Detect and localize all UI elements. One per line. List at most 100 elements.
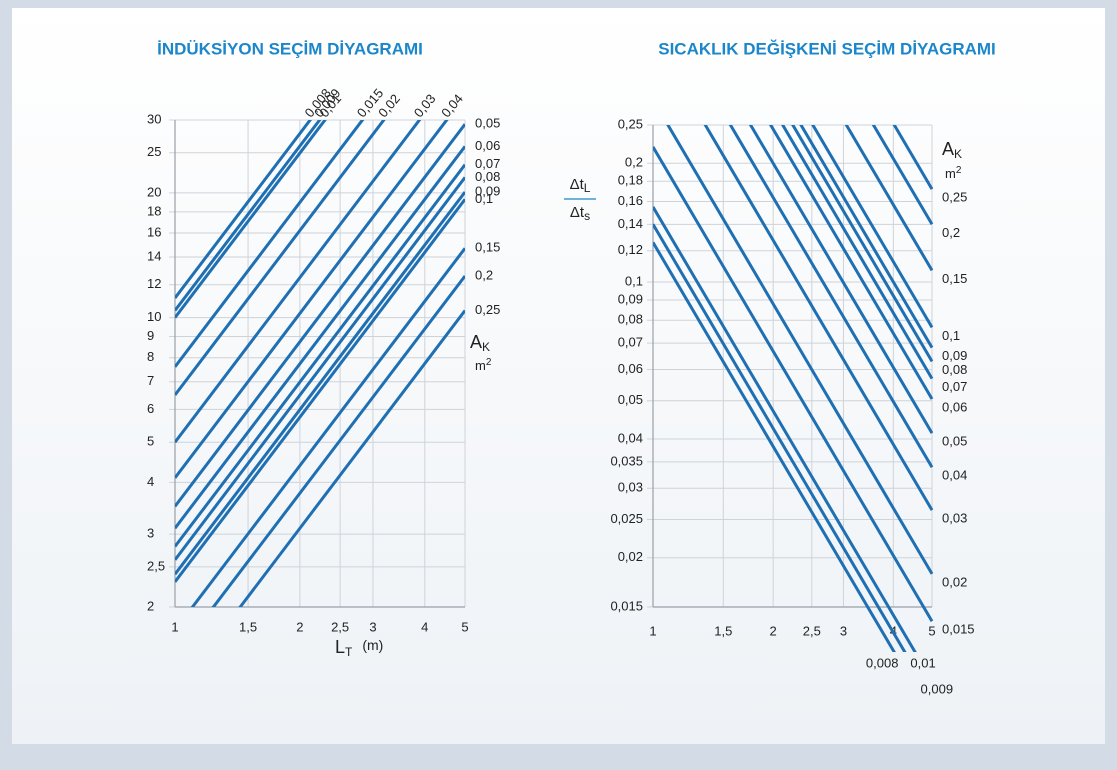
series-line	[175, 145, 465, 530]
x-tick-label: 1	[649, 623, 656, 638]
series-line	[175, 120, 327, 319]
y-tick-label: 2	[147, 598, 154, 613]
series-label: 0,015	[942, 622, 975, 637]
x-tick-label: 3	[369, 619, 376, 634]
series-label: 0,09	[475, 183, 500, 198]
panel	[12, 8, 1105, 744]
series-label: 0,06	[475, 138, 500, 153]
series-line	[175, 120, 386, 396]
legend-unit-sup: 2	[486, 357, 492, 368]
x-tick-label: 2	[770, 623, 777, 638]
series-line	[768, 125, 934, 400]
x-tick-label: 4	[421, 619, 428, 634]
x-axis-label-unit: (m)	[362, 637, 383, 653]
y-tick-label: 14	[147, 248, 161, 263]
y-tick-label: 18	[147, 203, 161, 218]
series-label: 0,15	[942, 271, 967, 286]
x-tick-label: 5	[461, 619, 468, 634]
series-line	[238, 309, 465, 607]
series-label: 0,02	[942, 574, 967, 589]
y-tick-label: 0,06	[618, 361, 643, 376]
series-line	[799, 125, 934, 349]
series-line	[844, 125, 934, 272]
y-axis-label-num: ΔtL	[570, 176, 591, 195]
series-line	[175, 120, 449, 479]
x-tick-label: 3	[840, 623, 847, 638]
legend-unit-sup: 2	[956, 165, 962, 176]
series-line	[175, 120, 422, 444]
series-label: 0,05	[475, 116, 500, 131]
series-label: 0,03	[942, 511, 967, 526]
y-tick-label: 4	[147, 474, 154, 489]
y-tick-label: 0,18	[618, 173, 643, 188]
y-tick-label: 9	[147, 328, 154, 343]
series-line	[175, 123, 465, 508]
series-line	[190, 247, 465, 607]
y-tick-label: 0,05	[618, 392, 643, 407]
legend-unit: m2	[475, 357, 492, 374]
y-tick-label: 0,25	[618, 116, 643, 131]
y-tick-label: 0,025	[610, 511, 643, 526]
series-label: 0,05	[942, 434, 967, 449]
y-tick-label: 16	[147, 224, 161, 239]
series-label: 0,008	[866, 655, 899, 670]
y-tick-label: 5	[147, 434, 154, 449]
x-tick-label: 1,5	[714, 623, 732, 638]
series-line	[175, 120, 365, 368]
y-axis-label-num-sub: L	[584, 181, 591, 195]
y-tick-label: 2,5	[147, 558, 165, 573]
series-line	[211, 275, 465, 607]
y-tick-label: 20	[147, 184, 161, 199]
x-tick-label: 2	[296, 619, 303, 634]
y-tick-label: 12	[147, 276, 161, 291]
y-axis-label-num-main: Δt	[570, 176, 585, 193]
series-line	[653, 241, 896, 652]
y-tick-label: 0,16	[618, 193, 643, 208]
y-axis-label-den: Δts	[570, 204, 590, 223]
series-label: 0,25	[475, 302, 500, 317]
legend-title: AK	[942, 139, 962, 161]
y-tick-label: 30	[147, 111, 161, 126]
legend-title-sub: K	[482, 340, 490, 354]
series-line	[748, 125, 934, 434]
y-tick-label: 0,2	[625, 155, 643, 170]
x-axis-label: LT (m)	[335, 637, 383, 659]
series-line	[653, 146, 934, 623]
y-tick-label: 25	[147, 144, 161, 159]
series-label: 0,15	[475, 240, 500, 255]
series-label: 0,08	[942, 362, 967, 377]
y-axis-label-den-main: Δt	[570, 204, 585, 221]
series-label: 0,25	[942, 190, 967, 205]
y-tick-label: 0,04	[618, 430, 643, 445]
y-tick-label: 0,035	[610, 453, 643, 468]
series-label: 0,01	[910, 655, 935, 670]
x-tick-label: 2,5	[331, 619, 349, 634]
y-tick-label: 0,1	[625, 273, 643, 288]
series-line	[653, 223, 907, 652]
y-tick-label: 10	[147, 309, 161, 324]
series-line	[175, 120, 322, 312]
series-line	[871, 125, 934, 226]
series-label: 0,1	[475, 191, 493, 206]
legend-title-sub: K	[954, 147, 962, 161]
series-label: 0,2	[475, 267, 493, 282]
series-line	[175, 176, 465, 561]
series-line	[666, 125, 934, 575]
y-tick-label: 0,08	[618, 312, 643, 327]
legend-title-main: A	[470, 332, 482, 352]
series-line	[175, 163, 465, 548]
y-tick-label: 0,07	[618, 335, 643, 350]
y-tick-label: 0,03	[618, 480, 643, 495]
legend-unit-main: m	[945, 166, 956, 181]
x-tick-label: 2,5	[803, 623, 821, 638]
chart-title: SICAKLIK DEĞİŞKENİ SEÇİM DİYAGRAMI	[658, 39, 996, 58]
x-tick-label: 5	[928, 623, 935, 638]
y-tick-label: 0,12	[618, 242, 643, 257]
series-label: 0,1	[942, 328, 960, 343]
series-label: 0,04	[942, 468, 967, 483]
series-line	[728, 125, 934, 469]
series-label: 0,06	[942, 399, 967, 414]
y-tick-label: 0,015	[610, 598, 643, 613]
series-line	[791, 125, 934, 363]
